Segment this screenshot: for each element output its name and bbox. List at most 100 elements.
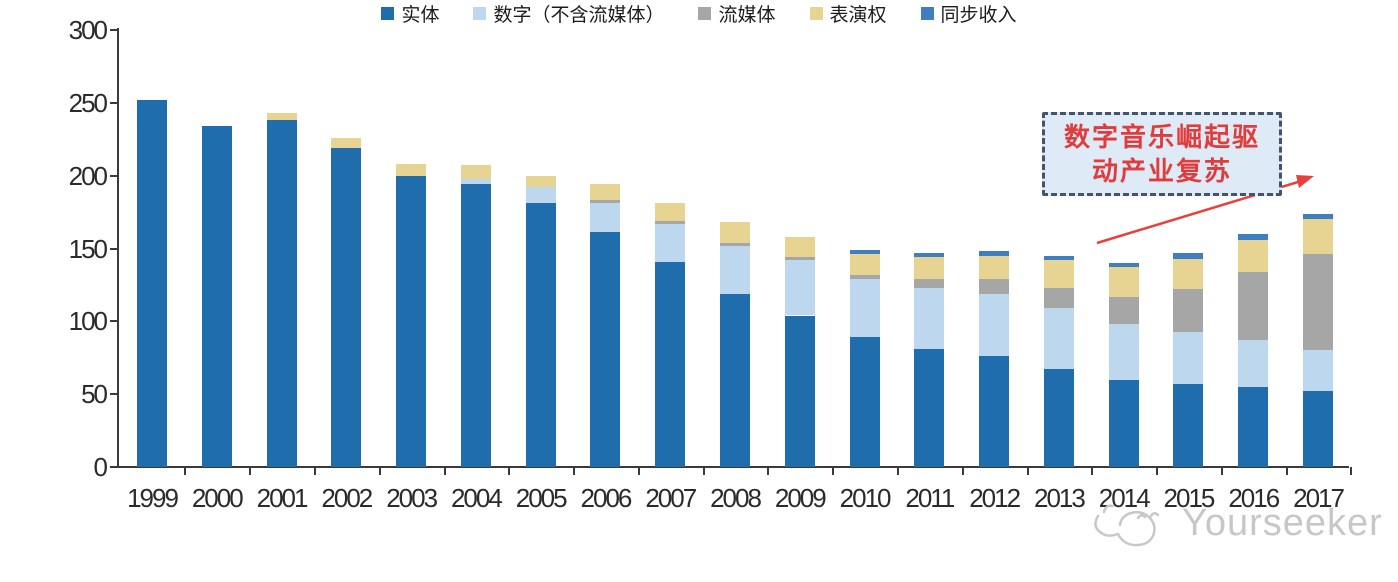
watermark-text: Yourseeker	[1182, 502, 1383, 544]
bar-segment-2015-s1	[1173, 331, 1204, 384]
bar-segment-2017-s0	[1303, 391, 1334, 467]
x-tick-label-2013: 2013	[1033, 483, 1086, 513]
x-tick-label-2004: 2004	[450, 483, 503, 513]
x-tick-label-2005: 2005	[515, 483, 568, 513]
x-tick-mark	[508, 467, 511, 475]
x-tick-label-2017: 2017	[1293, 483, 1345, 513]
y-tick-mark	[110, 174, 118, 177]
x-tick-mark	[249, 467, 252, 475]
bar-segment-2014-s1	[1108, 324, 1139, 380]
bar-segment-2012-s1	[979, 293, 1010, 357]
bar-segment-2014-s0	[1108, 379, 1139, 467]
bar-segment-2003-s3	[396, 164, 427, 176]
x-tick-label-2015: 2015	[1163, 483, 1216, 513]
x-tick-label-2012: 2012	[969, 483, 1021, 513]
x-tick-mark	[313, 467, 316, 475]
legend-swatch-icon	[381, 7, 395, 20]
bar-segment-2008-s3	[720, 222, 751, 243]
x-tick-mark	[1285, 467, 1288, 475]
legend-label: 数字（不含流媒体）	[493, 5, 665, 26]
bar-segment-2016-s2	[1238, 271, 1269, 341]
x-tick-label-2006: 2006	[580, 483, 633, 513]
x-tick-mark	[1091, 467, 1094, 475]
x-tick-label-2007: 2007	[645, 483, 697, 513]
bar-segment-2009-s1	[784, 260, 815, 316]
x-tick-mark	[637, 467, 640, 475]
bar-segment-2015-s3	[1173, 258, 1204, 290]
y-tick-label-50: 50	[81, 379, 108, 410]
y-tick-mark	[110, 466, 118, 468]
bar-segment-2013-s0	[1043, 369, 1074, 467]
x-tick-label-2010: 2010	[839, 483, 892, 513]
bar-segment-2017-s2	[1303, 254, 1334, 351]
bar-segment-2017-s1	[1303, 350, 1334, 392]
bar-segment-2014-s2	[1108, 296, 1139, 325]
bar-segment-2010-s2	[849, 274, 880, 280]
bar-segment-2004-s0	[460, 184, 491, 467]
y-tick-label-300: 300	[68, 15, 108, 45]
y-tick-mark	[110, 320, 118, 323]
bar-segment-2015-s4	[1173, 252, 1204, 259]
legend-item-2: 流媒体	[698, 0, 776, 27]
bar-segment-2003-s0	[396, 175, 427, 467]
y-axis-line	[117, 28, 119, 468]
legend-swatch-icon	[698, 7, 712, 20]
legend-swatch-icon	[473, 7, 487, 20]
bar-segment-2007-s0	[655, 261, 686, 467]
bar-segment-2009-s2	[784, 257, 815, 261]
bar-segment-2006-s0	[590, 232, 621, 467]
legend-item-3: 表演权	[809, 0, 887, 27]
legend-label: 同步收入	[940, 5, 1017, 26]
bar-segment-2013-s3	[1043, 260, 1074, 288]
bar-segment-2016-s0	[1238, 386, 1269, 467]
bar-segment-2017-s3	[1303, 219, 1334, 255]
bar-segment-2011-s0	[914, 349, 945, 467]
y-tick-mark	[110, 393, 118, 396]
bar-segment-2006-s3	[590, 184, 621, 201]
y-tick-label-250: 250	[68, 87, 108, 118]
bar-segment-2008-s1	[720, 245, 751, 294]
bar-segment-2005-s3	[525, 175, 556, 188]
legend-label: 流媒体	[718, 5, 776, 26]
x-axis-line	[117, 466, 1349, 468]
bar-segment-2015-s0	[1173, 383, 1204, 467]
legend-item-4: 同步收入	[920, 0, 1017, 27]
bar-segment-2005-s0	[525, 203, 556, 467]
x-tick-label-2003: 2003	[386, 483, 438, 513]
bar-segment-2005-s1	[525, 187, 556, 204]
legend-label: 实体	[401, 5, 440, 26]
bar-segment-2010-s0	[849, 337, 880, 467]
bar-segment-2009-s3	[784, 236, 815, 258]
bar-segment-2009-s0	[784, 315, 815, 467]
bar-segment-1999-s0	[137, 99, 167, 467]
bar-segment-2013-s4	[1043, 255, 1074, 261]
x-tick-label-2009: 2009	[774, 483, 827, 513]
annotation-box: 数字音乐崛起驱 动产业复苏	[1042, 112, 1282, 196]
bar-segment-2007-s1	[655, 223, 686, 262]
bar-segment-2007-s3	[655, 203, 686, 221]
bar-segment-2001-s0	[266, 120, 297, 467]
legend-label: 表演权	[829, 5, 887, 26]
bar-segment-2010-s1	[849, 279, 880, 338]
legend-swatch-icon	[920, 7, 934, 20]
bar-segment-2016-s4	[1238, 233, 1269, 240]
x-tick-mark	[1350, 467, 1353, 475]
y-tick-label-150: 150	[68, 233, 108, 264]
watermark-mascot-icon	[1094, 504, 1160, 547]
x-tick-mark	[1220, 467, 1223, 475]
x-tick-mark	[1026, 467, 1029, 475]
x-tick-label-2016: 2016	[1228, 483, 1280, 513]
bar-segment-2011-s2	[914, 279, 945, 288]
bar-segment-2012-s0	[979, 356, 1010, 467]
x-tick-mark	[832, 467, 835, 475]
bar-segment-2011-s1	[914, 287, 945, 349]
x-tick-label-2000: 2000	[191, 483, 244, 513]
x-tick-mark	[1156, 467, 1159, 475]
bar-segment-2011-s4	[914, 252, 945, 258]
x-tick-label-2002: 2002	[321, 483, 373, 513]
bar-segment-2012-s2	[979, 279, 1010, 294]
bar-segment-2014-s3	[1108, 267, 1139, 297]
y-tick-label-200: 200	[68, 160, 108, 191]
bar-segment-2015-s2	[1173, 289, 1204, 332]
